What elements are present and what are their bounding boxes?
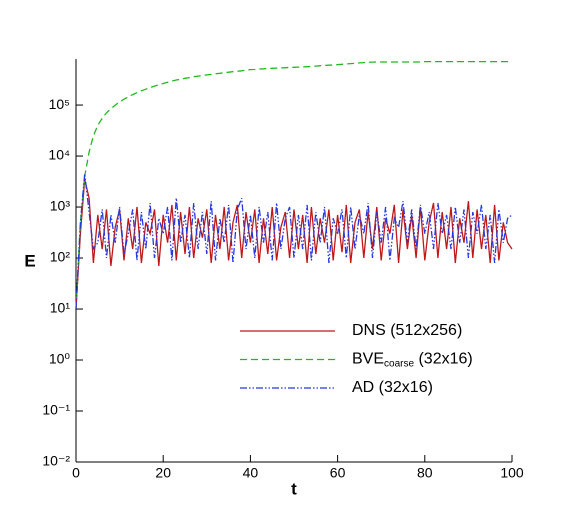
y-tick-label: 10⁻¹ [42,402,70,418]
y-tick-label: 10⁰ [49,351,71,367]
y-tick-label: 10⁵ [49,96,70,112]
legend-label: BVEcoarse (32x16) [352,351,473,369]
y-tick-label: 10⁻² [42,453,70,469]
x-tick-label: 0 [72,465,80,481]
x-axis-label: t [291,479,297,498]
x-tick-label: 20 [155,465,171,481]
y-tick-label: 10⁴ [48,147,70,163]
series-line [75,173,513,310]
y-tick-label: 10³ [50,198,71,214]
x-tick-label: 80 [417,465,433,481]
x-tick-label: 100 [500,465,524,481]
legend-name: BVE [352,351,384,368]
legend-name: DNS (512x256) [352,322,462,339]
y-axis-label: E [24,251,35,270]
series-line [75,60,512,310]
y-tick-label: 10² [50,249,71,265]
legend-label: AD (32x16) [352,379,433,396]
x-tick-label: 40 [243,465,259,481]
legend-suffix: (32x16) [414,351,473,368]
legend-label: DNS (512x256) [352,322,462,339]
legend-subscript: coarse [384,358,414,369]
x-tick-label: 60 [330,465,346,481]
legend-name: AD (32x16) [352,379,433,396]
series-line [75,179,513,310]
y-tick-label: 10¹ [50,300,71,316]
